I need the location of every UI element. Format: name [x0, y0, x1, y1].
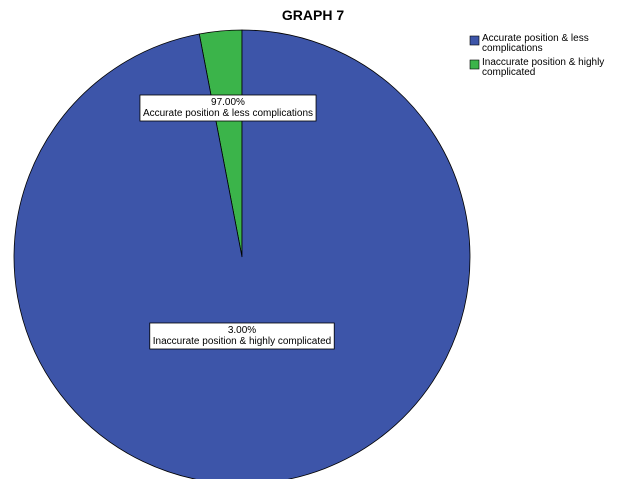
chart-title: GRAPH 7	[282, 7, 344, 23]
legend-swatch	[469, 59, 480, 70]
data-label-inaccurate: 3.00%Inaccurate position & highly compli…	[149, 322, 335, 350]
slice-labels: 97.00%Accurate position & less complicat…	[139, 94, 335, 350]
legend-label: Inaccurate position & highly	[482, 57, 604, 68]
pie-slice-accurate	[13, 29, 471, 479]
legend-swatch	[469, 35, 480, 46]
data-label-value: 3.00%	[228, 325, 256, 336]
data-label-category: Accurate position & less complications	[143, 108, 313, 119]
pie-slices	[13, 29, 471, 479]
data-label-category: Inaccurate position & highly complicated	[153, 336, 331, 347]
data-label-value: 97.00%	[211, 97, 245, 108]
data-label-box	[149, 322, 335, 350]
legend-label: complicated	[482, 67, 535, 78]
data-label-accurate: 97.00%Accurate position & less complicat…	[139, 94, 317, 122]
legend-label: complications	[482, 43, 543, 54]
data-label-box	[139, 94, 317, 122]
legend-label: Accurate position & less	[482, 33, 589, 44]
